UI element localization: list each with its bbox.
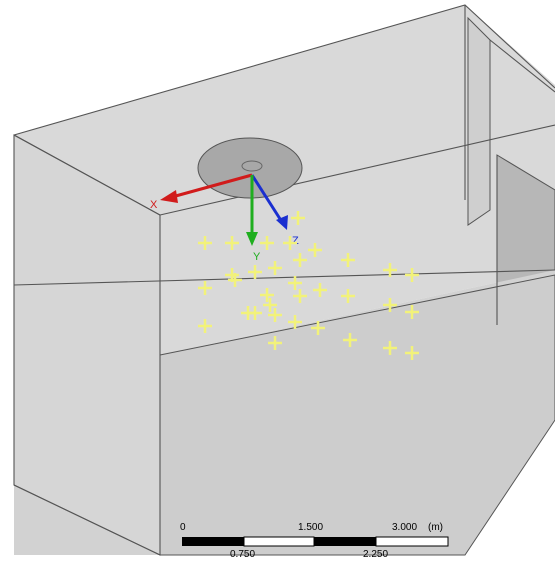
x-axis-arrowhead (160, 190, 178, 203)
scale-segment-3 (314, 537, 376, 546)
x-axis-arrow (171, 173, 253, 199)
sensor-marker (293, 289, 307, 303)
sensor-marker (383, 341, 397, 355)
sensor-marker (308, 243, 322, 257)
sensor-marker (341, 289, 355, 303)
sensor-marker (293, 253, 307, 267)
x-axis-label: X (150, 199, 158, 211)
scale-segment-4 (375, 536, 449, 547)
sensor-marker (311, 321, 325, 335)
z-axis-arrowhead (276, 215, 288, 230)
y-axis-arrowhead (246, 232, 258, 246)
sensor-marker (405, 268, 419, 282)
sensor-marker (263, 298, 277, 312)
z-axis-arrow (250, 174, 284, 223)
sensor-marker (383, 263, 397, 277)
sensor-marker (405, 346, 419, 360)
sensor-marker (268, 336, 282, 350)
sensor-marker (260, 288, 274, 302)
sensor-points (198, 211, 419, 360)
ceiling-diffuser-disk (197, 137, 303, 199)
sensor-marker (283, 236, 297, 250)
z-axis-label: Z (292, 235, 299, 247)
sensor-marker (341, 253, 355, 267)
scale-label-0: 0 (180, 522, 186, 533)
scale-unit: (m) (428, 522, 443, 533)
scale-label-1500: 1.500 (298, 522, 323, 533)
sensor-marker (405, 305, 419, 319)
sensor-marker (225, 236, 239, 250)
sensor-marker (383, 298, 397, 312)
sensor-marker (198, 281, 212, 295)
axis-triad: X Y Z (150, 173, 299, 263)
scale-segment-1 (182, 537, 244, 546)
scale-bar: 0 1.500 3.000 (m) 0.750 2.250 (180, 522, 449, 560)
sensor-marker (225, 268, 239, 282)
sensor-marker (268, 308, 282, 322)
sensor-marker (288, 276, 302, 290)
sensor-marker (248, 265, 262, 279)
sensor-marker (313, 283, 327, 297)
sensor-marker (343, 333, 357, 347)
scale-label-2250: 2.250 (363, 549, 388, 560)
sensor-marker (288, 315, 302, 329)
scale-label-3000: 3.000 (392, 522, 417, 533)
room-edges (13, 4, 555, 556)
sensor-marker (198, 236, 212, 250)
sensor-marker (268, 261, 282, 275)
scale-segment-2 (243, 536, 315, 547)
room-alcove-wall (467, 16, 491, 226)
sensor-marker (260, 236, 274, 250)
sensor-marker (198, 319, 212, 333)
sensor-marker (241, 306, 255, 320)
sensor-marker (291, 211, 305, 225)
y-axis-label: Y (253, 251, 261, 263)
scale-label-0750: 0.750 (230, 549, 255, 560)
